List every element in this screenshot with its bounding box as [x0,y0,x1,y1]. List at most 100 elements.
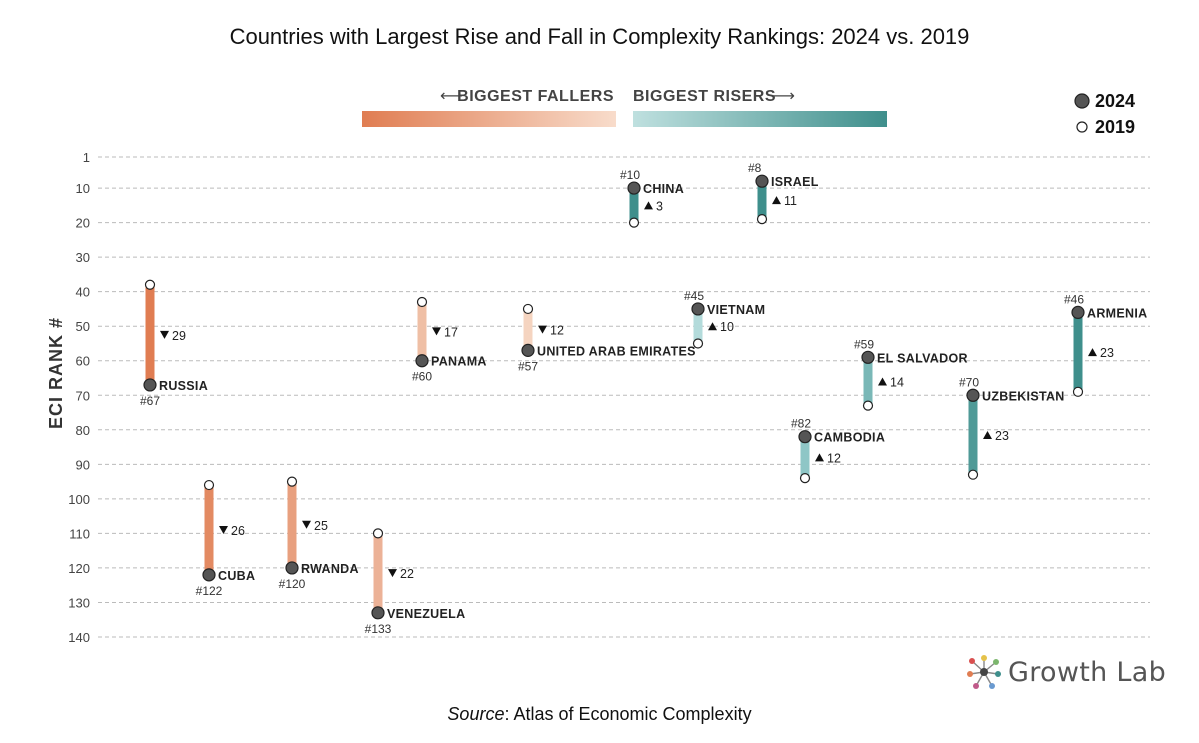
triangle-down-icon [160,330,169,339]
country-label: VIETNAM [707,303,765,317]
rank-2024-label: #133 [365,622,392,636]
rank-2024-label: #57 [518,359,538,373]
change-label: 29 [160,329,186,343]
change-value: 29 [172,329,186,343]
y-tick-label: 70 [76,388,90,403]
change-value: 11 [784,194,797,208]
triangle-down-icon [538,325,547,334]
y-tick-label: 80 [76,423,90,438]
triangle-down-icon [432,327,441,336]
y-tick-label: 1 [83,150,90,165]
rank-2024-label: #82 [791,417,811,431]
triangle-up-icon [815,453,824,462]
y-tick-label: 20 [76,216,90,231]
source-text: : Atlas of Economic Complexity [504,704,752,724]
country-label: ARMENIA [1087,306,1147,320]
growth-lab-icon [967,655,1001,689]
y-tick-label: 10 [76,181,90,196]
marker-2024 [285,561,299,575]
growth-lab-wordmark: Growth Lab [1008,656,1167,688]
change-label: 23 [1088,346,1114,360]
triangle-up-icon [772,196,781,205]
dumbbell-chart: ⟵ BIGGEST FALLERS BIGGEST RISERS ⟶ 2024 … [46,88,1150,645]
triangle-up-icon [644,201,653,210]
marker-2019 [144,279,156,290]
country-label: UNITED ARAB EMIRATES [537,344,696,358]
chart-title: Countries with Largest Rise and Fall in … [0,24,1199,50]
dumbbell-vietnam: VIETNAM#45 10 [684,289,765,349]
change-value: 12 [550,324,564,338]
marker-2024 [371,606,385,620]
dumbbell-united-arab-emirates: UNITED ARAB EMIRATES#57 12 [518,303,696,373]
country-label: CUBA [218,569,255,583]
triangle-down-icon [302,520,311,529]
legend-fallers-bar [362,111,616,127]
y-tick-label: 120 [68,561,90,576]
dumbbell-cambodia: CAMBODIA#82 12 [791,417,885,484]
legend-risers-bar [633,111,887,127]
y-tick-label: 60 [76,354,90,369]
change-value: 25 [314,519,328,533]
marker-2019 [1072,386,1084,397]
country-label: RWANDA [301,562,359,576]
y-tick-label: 90 [76,457,90,472]
rank-2024-label: #59 [854,337,874,351]
rank-2024-label: #122 [196,584,223,598]
country-label: VENEZUELA [387,607,465,621]
change-value: 3 [656,199,663,213]
change-label: 22 [388,567,414,581]
change-label: 11 [772,194,797,208]
country-label: UZBEKISTAN [982,389,1065,403]
marker-2019 [203,479,215,491]
legend-2019-label: 2019 [1095,117,1135,137]
change-label: 26 [219,524,245,538]
legend-2024-marker [1074,93,1090,109]
country-label: PANAMA [431,355,487,369]
country-label: ISRAEL [771,175,819,189]
dumbbell-marks: RUSSIA#67 29 CUBA#122 26 RWANDA#120 25 VENEZUE… [140,161,1147,636]
rank-2024-label: #10 [620,168,640,182]
legend-2019-marker [1076,121,1088,133]
change-value: 23 [995,429,1009,443]
change-value: 26 [231,524,245,538]
dumbbell-armenia: ARMENIA#46 23 [1064,292,1147,397]
change-value: 17 [444,325,458,339]
marker-2019 [862,400,874,411]
dumbbell-cuba: CUBA#122 26 [196,479,255,598]
dumbbell-russia: RUSSIA#67 29 [140,279,208,408]
y-tick-label: 110 [69,526,90,541]
dumbbell-china: CHINA#10 3 [620,168,684,228]
y-tick-label: 140 [68,630,90,645]
rank-2024-label: #8 [748,161,762,175]
legend-fallers-label: BIGGEST FALLERS [457,88,614,105]
change-label: 17 [432,325,458,339]
marker-2024 [861,350,875,364]
y-tick-label: 30 [76,250,90,265]
rank-2024-label: #46 [1064,292,1084,306]
change-label: 23 [983,429,1009,443]
marker-2024 [415,354,429,368]
change-label: 25 [302,519,328,533]
marker-2019 [372,528,384,539]
rank-2024-label: #45 [684,289,704,303]
source-note: Source: Atlas of Economic Complexity [0,704,1199,725]
marker-2024 [966,388,980,402]
marker-2024 [627,181,641,195]
marker-2019 [799,473,811,484]
triangle-up-icon [878,377,887,386]
legend-risers-label: BIGGEST RISERS [633,88,776,105]
legend-right-arrow: ⟶ [772,88,795,105]
y-tick-label: 50 [76,319,90,334]
triangle-down-icon [388,569,397,578]
legend: ⟵ BIGGEST FALLERS BIGGEST RISERS ⟶ 2024 … [362,88,1135,137]
rank-2024-label: #120 [279,577,306,591]
country-label: CHINA [643,182,684,196]
country-label: CAMBODIA [814,431,885,445]
marker-2019 [628,217,640,228]
triangle-up-icon [983,430,992,439]
dumbbell-uzbekistan: UZBEKISTAN#70 23 [959,375,1065,480]
dumbbell-el-salvador: EL SALVADOR#59 14 [854,337,968,411]
y-tick-label: 40 [76,285,90,300]
growth-lab-logo: Growth Lab [966,654,1166,690]
